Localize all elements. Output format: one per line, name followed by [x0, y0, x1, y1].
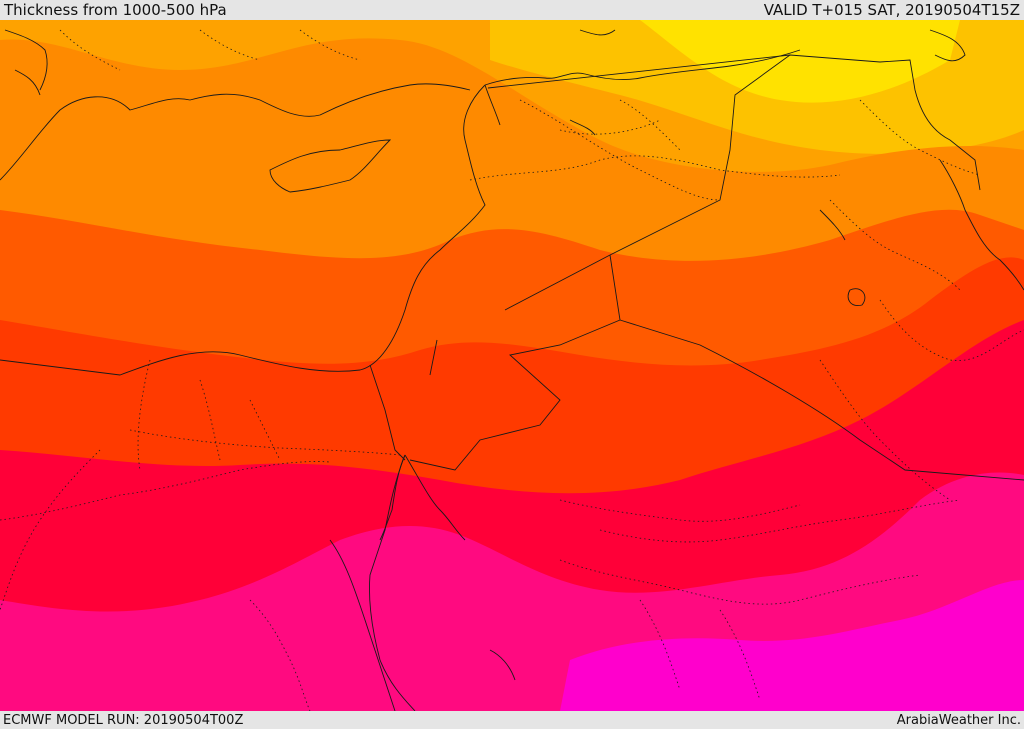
coastlines — [0, 29, 1024, 711]
band-magenta-patch — [580, 660, 650, 711]
band-yellow — [640, 20, 960, 103]
map-canvas — [0, 20, 1024, 711]
map-title: Thickness from 1000-500 hPa — [4, 1, 227, 19]
header-bar: Thickness from 1000-500 hPa VALID T+015 … — [0, 0, 1024, 20]
valid-time: VALID T+015 SAT, 20190504T15Z — [763, 1, 1020, 19]
model-run: ECMWF MODEL RUN: 20190504T00Z — [3, 712, 244, 728]
thickness-map[interactable] — [0, 20, 1024, 711]
admin-boundaries — [0, 29, 1024, 711]
brand-credit: ArabiaWeather Inc. — [896, 712, 1021, 728]
footer-bar: ECMWF MODEL RUN: 20190504T00Z ArabiaWeat… — [0, 711, 1024, 729]
country-borders — [369, 54, 1024, 481]
